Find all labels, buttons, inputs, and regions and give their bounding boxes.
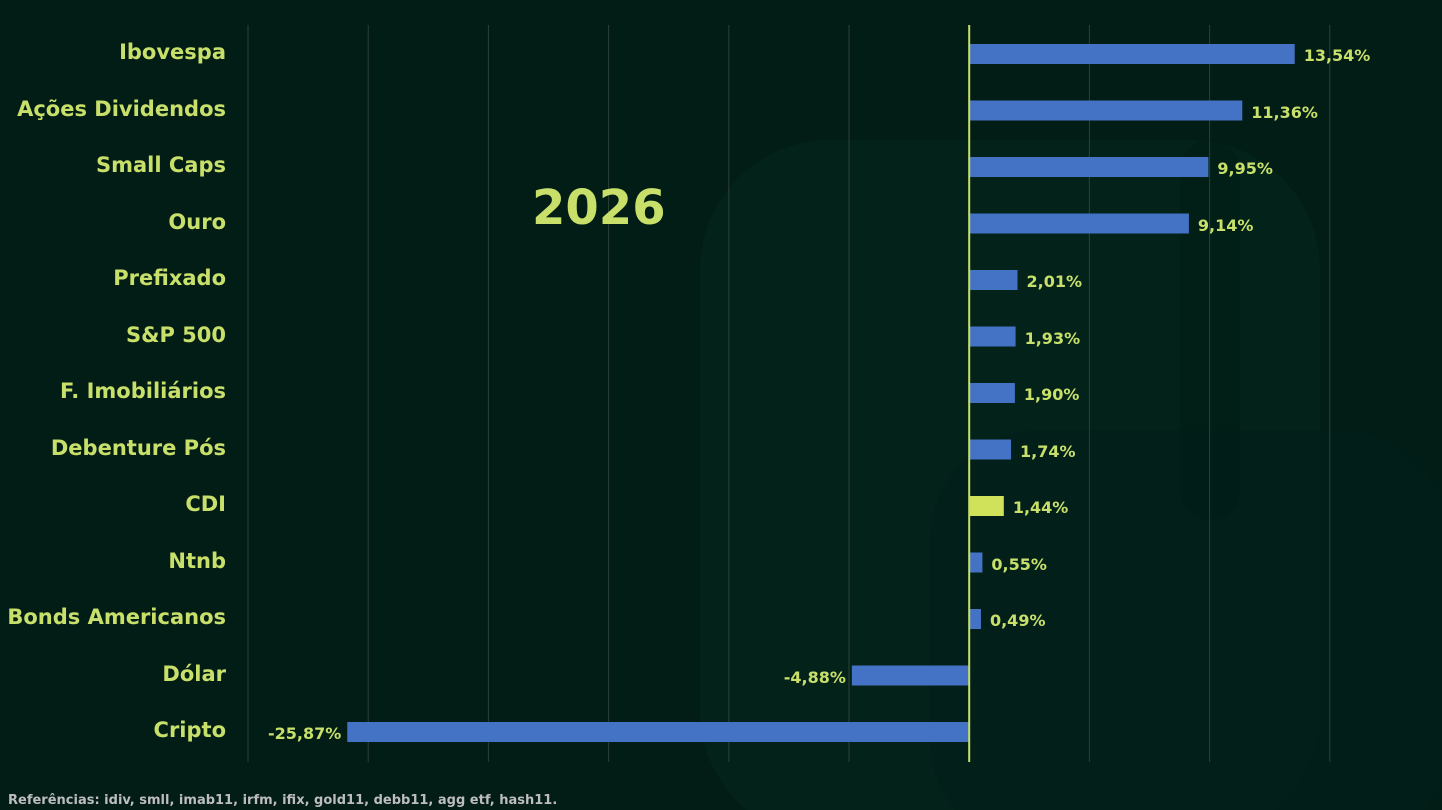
bar xyxy=(347,722,970,742)
category-label: Small Caps xyxy=(96,153,226,177)
data-label: 11,36% xyxy=(1251,102,1318,122)
category-label: Debenture Pós xyxy=(50,435,226,460)
data-label: 1,74% xyxy=(1020,441,1076,461)
bars xyxy=(347,44,1295,742)
chart-year-title: 2026 xyxy=(532,180,666,236)
category-label: F. Imobiliários xyxy=(60,379,226,403)
bar xyxy=(969,383,1015,403)
bar xyxy=(969,326,1016,347)
category-label: Ações Dividendos xyxy=(17,96,226,121)
bar xyxy=(969,44,1295,64)
category-label: Prefixado xyxy=(113,266,226,290)
data-label: 1,93% xyxy=(1024,328,1081,348)
data-label: 1,44% xyxy=(1012,498,1069,517)
references-footnote: Referências: idiv, smll, imab11, irfm, i… xyxy=(8,793,558,808)
data-label: 0,55% xyxy=(991,554,1047,574)
category-label: Cripto xyxy=(153,718,226,742)
data-label: 0,49% xyxy=(989,611,1046,630)
bar xyxy=(969,496,1004,516)
grid-lines xyxy=(247,25,1331,762)
category-label: CDI xyxy=(185,492,226,516)
bar xyxy=(969,100,1243,121)
data-label: 2,01% xyxy=(1026,272,1083,291)
category-label: Bonds Americanos xyxy=(7,605,226,629)
data-label: 9,14% xyxy=(1197,215,1254,235)
bar xyxy=(969,157,1209,177)
bar xyxy=(969,439,1012,460)
category-label: Ntnb xyxy=(168,548,226,573)
data-label: -4,88% xyxy=(783,667,846,687)
category-label: Dólar xyxy=(162,661,226,686)
category-label: S&P 500 xyxy=(126,322,226,347)
bar xyxy=(969,213,1189,234)
category-label: Ouro xyxy=(168,209,226,234)
data-label: -25,87% xyxy=(268,724,342,743)
bar xyxy=(969,552,983,573)
data-label: 9,95% xyxy=(1217,159,1273,178)
bar xyxy=(969,270,1018,290)
bar xyxy=(969,609,981,629)
category-label: Ibovespa xyxy=(119,40,226,64)
data-label: 1,90% xyxy=(1023,385,1080,404)
data-label: 13,54% xyxy=(1303,46,1371,65)
bar xyxy=(851,665,970,686)
